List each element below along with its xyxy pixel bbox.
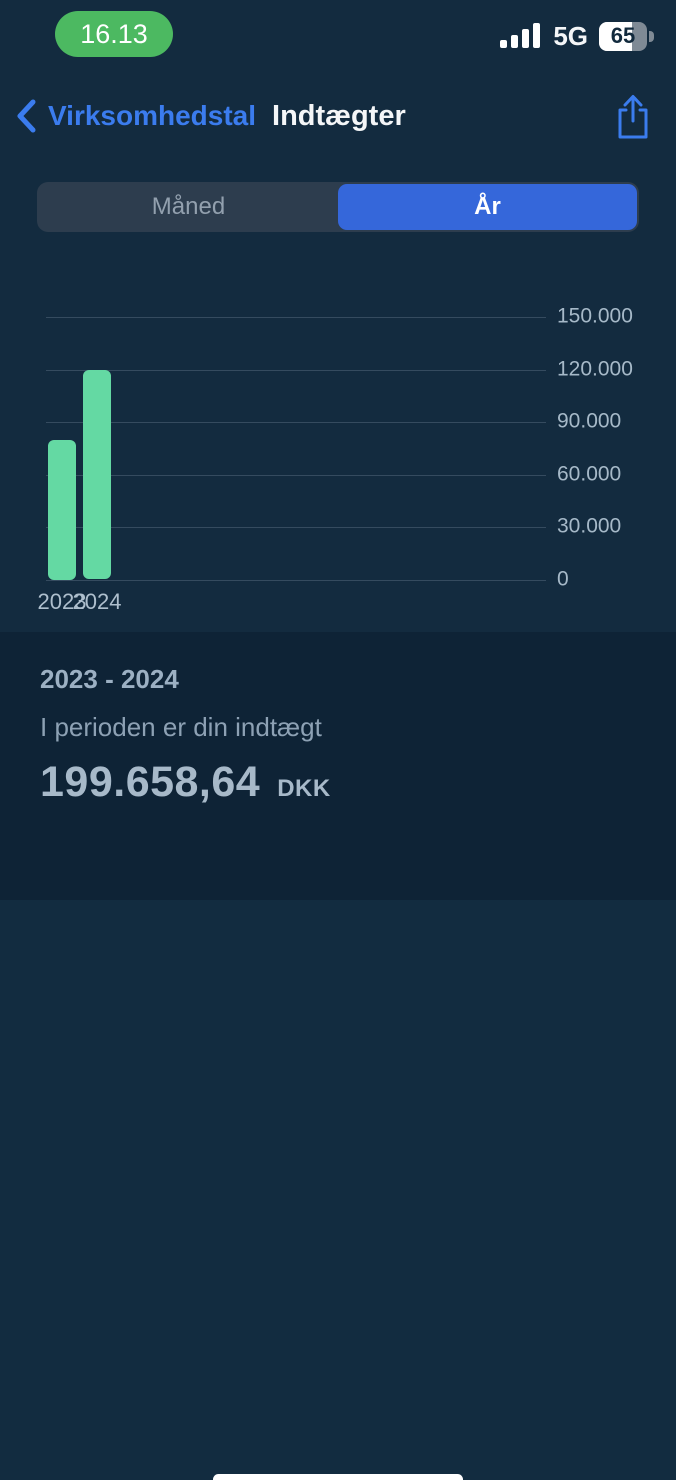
status-bar: 16.13 5G 65: [0, 0, 676, 70]
battery-tip: [649, 30, 654, 42]
active-call-time-pill[interactable]: 16.13: [55, 11, 173, 57]
share-button[interactable]: [604, 92, 662, 140]
back-button[interactable]: Virksomhedstal: [14, 98, 256, 134]
summary-amount-row: 199.658,64 DKK: [40, 758, 636, 807]
segment-aar[interactable]: År: [338, 184, 637, 230]
network-type-label: 5G: [553, 20, 588, 51]
top-section: 16.13 5G 65: [0, 0, 676, 632]
summary-amount-value: 199.658,64: [40, 758, 261, 806]
y-axis-tick-label: 60.000: [557, 462, 622, 486]
chart-gridline: [46, 474, 546, 476]
y-axis-tick-label: 150.000: [557, 304, 633, 328]
income-bar-chart: 150.000 120.000 90.000 60.000 30.000 0 2023 202…: [0, 254, 676, 622]
y-axis-tick-label: 120.000: [557, 357, 633, 381]
share-up-arrow-icon: [618, 95, 648, 139]
segment-maaned[interactable]: Måned: [39, 184, 338, 230]
summary-panel: 2023 - 2024 I perioden er din indtægt 19…: [0, 632, 676, 900]
y-axis-tick-label: 0: [557, 567, 569, 591]
x-axis-tick-label: 2024: [72, 588, 122, 614]
battery-fill-level: [599, 21, 632, 51]
y-axis-tick-label: 30.000: [557, 514, 622, 538]
bar-2024[interactable]: [83, 370, 111, 580]
page-title: Indtægter: [272, 99, 406, 132]
summary-currency-label: DKK: [277, 775, 331, 802]
bar-2023[interactable]: [48, 439, 76, 580]
chart-gridline: [46, 527, 546, 528]
home-indicator[interactable]: [213, 1474, 463, 1480]
navigation-bar: Virksomhedstal Indtægter: [0, 86, 676, 146]
period-segmented-control: Måned År: [37, 182, 639, 232]
chart-gridline: [46, 369, 546, 371]
y-axis-tick-label: 90.000: [557, 409, 622, 433]
battery-percent-label: 65: [610, 23, 636, 48]
chart-gridline: [46, 317, 546, 318]
summary-description: I perioden er din indtægt: [40, 712, 322, 742]
chart-gridline: [46, 422, 546, 423]
chevron-left-icon: [17, 99, 36, 133]
cellular-signal-icon: [500, 23, 541, 48]
battery-icon: 65: [599, 21, 654, 51]
bottom-section: [0, 900, 676, 1480]
status-time: 16.13: [80, 18, 148, 49]
x-axis-tick-label: 2023: [37, 588, 87, 614]
status-indicators: 5G 65: [500, 16, 654, 56]
battery-body: 65: [599, 21, 647, 51]
summary-period-label: 2023 - 2024: [40, 664, 179, 694]
chart-gridline: [46, 579, 546, 581]
back-button-label: Virksomhedstal: [48, 100, 257, 131]
